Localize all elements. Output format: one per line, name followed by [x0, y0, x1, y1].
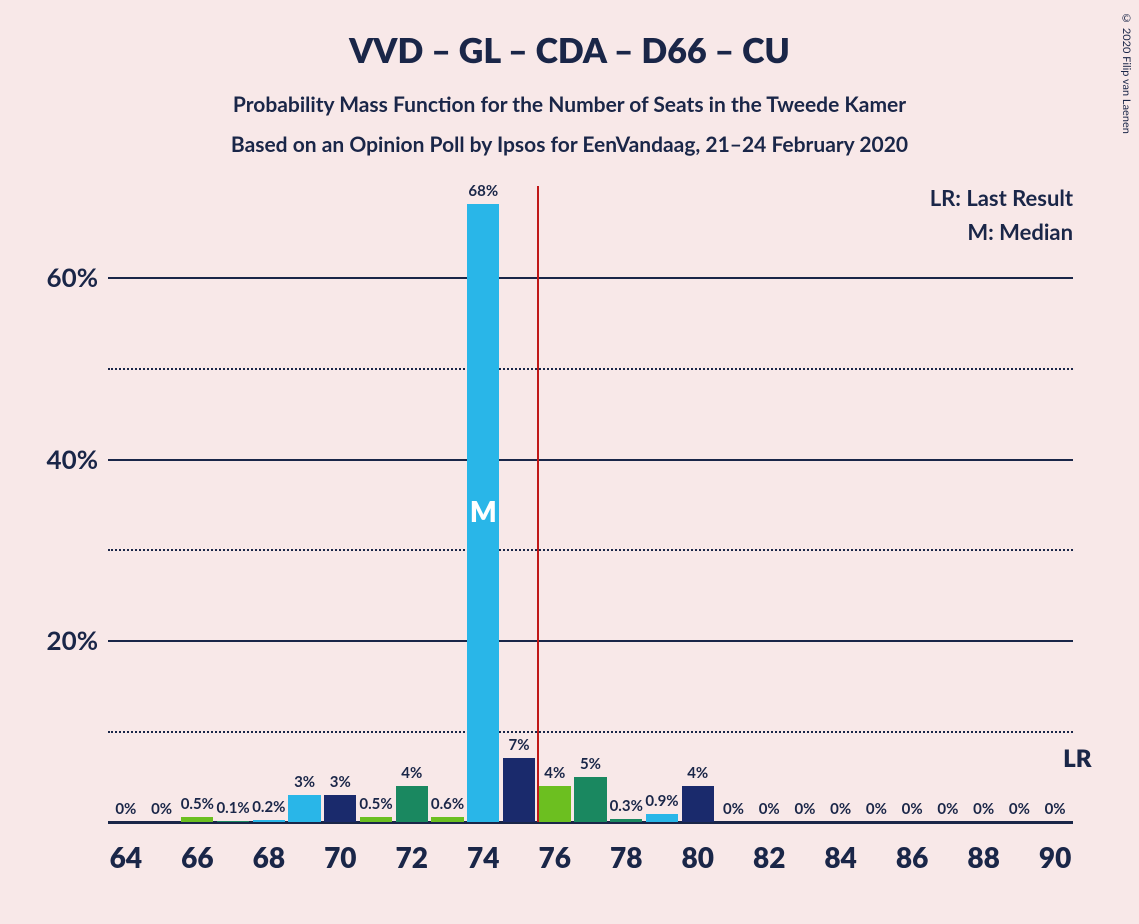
- gridline-minor: [108, 549, 1073, 551]
- bar: 0.6%: [431, 817, 463, 822]
- x-tick-label: 72: [396, 822, 428, 874]
- bar: 4%: [539, 786, 571, 822]
- gridline-major: [108, 459, 1073, 461]
- bar-value-label: 0.3%: [610, 797, 643, 819]
- x-tick-label: 66: [181, 822, 213, 874]
- legend-m: M: Median: [967, 218, 1073, 245]
- chart-subtitle: Probability Mass Function for the Number…: [0, 71, 1139, 165]
- median-marker: M: [470, 494, 497, 528]
- bar-value-label: 0%: [723, 800, 744, 822]
- bar-value-label: 0.9%: [645, 792, 678, 814]
- x-tick-label: 90: [1039, 822, 1071, 874]
- bar-value-label: 0%: [902, 800, 923, 822]
- x-tick-label: 88: [967, 822, 999, 874]
- bar-value-label: 0%: [937, 800, 958, 822]
- bar-value-label: 4%: [687, 764, 708, 786]
- bar-value-label: 4%: [544, 764, 565, 786]
- bar-value-label: 5%: [580, 755, 601, 777]
- gridline-major: [108, 277, 1073, 279]
- bar: 3%: [324, 795, 356, 822]
- bar-value-label: 3%: [294, 773, 315, 795]
- x-tick-label: 64: [110, 822, 142, 874]
- bar-value-label: 0.5%: [181, 795, 214, 817]
- bar-value-label: 0%: [1009, 800, 1030, 822]
- subtitle-line-2: Based on an Opinion Poll by Ipsos for Ee…: [231, 132, 908, 157]
- x-tick-label: 86: [896, 822, 928, 874]
- bar-value-label: 0%: [1045, 800, 1066, 822]
- bar: 0.3%: [610, 819, 642, 822]
- bar: 4%: [682, 786, 714, 822]
- y-tick-label: 40%: [47, 443, 108, 475]
- gridline-minor: [108, 368, 1073, 370]
- x-tick-label: 68: [253, 822, 285, 874]
- bar-value-label: 0%: [794, 800, 815, 822]
- bar: 7%: [503, 758, 535, 822]
- bar: 68%M: [467, 204, 499, 822]
- last-result-marker: LR: [1063, 744, 1091, 773]
- bar: 4%: [396, 786, 428, 822]
- x-tick-label: 84: [824, 822, 856, 874]
- copyright-text: © 2020 Filip van Laenen: [1120, 12, 1133, 134]
- legend-lr: LR: Last Result: [930, 184, 1073, 211]
- x-tick-label: 76: [539, 822, 571, 874]
- bar-value-label: 0%: [115, 800, 136, 822]
- bar-value-label: 0.2%: [252, 798, 285, 820]
- x-tick-label: 70: [324, 822, 356, 874]
- chart-title: VVD – GL – CDA – D66 – CU: [0, 0, 1139, 71]
- chart-container: VVD – GL – CDA – D66 – CU Probability Ma…: [0, 0, 1139, 924]
- bar-value-label: 0%: [151, 800, 172, 822]
- x-tick-label: 80: [681, 822, 713, 874]
- bar: 0.1%: [217, 821, 249, 822]
- bar-value-label: 4%: [401, 764, 422, 786]
- bar-value-label: 0%: [830, 800, 851, 822]
- bar-value-label: 7%: [509, 736, 530, 758]
- bar-value-label: 0%: [759, 800, 780, 822]
- bar-value-label: 0.5%: [359, 795, 392, 817]
- bar-value-label: 3%: [330, 773, 351, 795]
- gridline-major: [108, 640, 1073, 642]
- y-tick-label: 20%: [47, 624, 108, 656]
- bar: 5%: [574, 777, 606, 822]
- bar: 0.9%: [646, 814, 678, 822]
- bar-value-label: 0.6%: [431, 795, 464, 817]
- bar-value-label: 0%: [866, 800, 887, 822]
- x-tick-label: 82: [753, 822, 785, 874]
- bar: 0.2%: [253, 820, 285, 822]
- bar-value-label: 0.1%: [216, 799, 249, 821]
- gridline-minor: [108, 731, 1073, 733]
- plot-area: LR: Last Result M: Median 20%40%60%64666…: [108, 186, 1073, 822]
- y-tick-label: 60%: [47, 261, 108, 293]
- x-tick-label: 74: [467, 822, 499, 874]
- bar-value-label: 0%: [973, 800, 994, 822]
- subtitle-line-1: Probability Mass Function for the Number…: [233, 92, 906, 117]
- bar-value-label: 68%: [468, 182, 498, 204]
- bar: 0.5%: [360, 817, 392, 822]
- majority-line: [537, 186, 539, 822]
- bar: 3%: [288, 795, 320, 822]
- bar: 0.5%: [181, 817, 213, 822]
- x-tick-label: 78: [610, 822, 642, 874]
